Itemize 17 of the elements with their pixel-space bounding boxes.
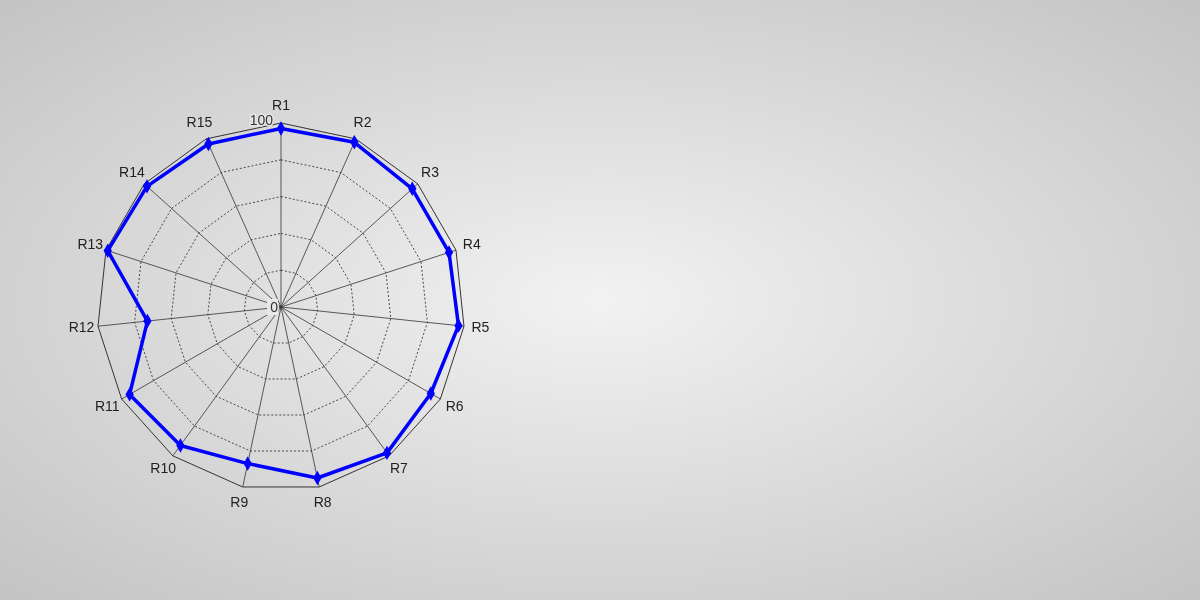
spoke-label: R5 xyxy=(471,318,490,335)
spoke-label: R4 xyxy=(462,235,481,252)
spoke-label: R14 xyxy=(119,163,146,180)
spoke-label: R3 xyxy=(421,163,440,180)
spoke-label: R6 xyxy=(445,397,464,414)
y-tick-label: 100 xyxy=(249,112,274,128)
spoke-label: R13 xyxy=(77,235,104,252)
spoke-label: R7 xyxy=(389,459,409,476)
spoke-label: R15 xyxy=(186,114,213,131)
spoke-label: R11 xyxy=(94,397,120,414)
spoke-label: R10 xyxy=(150,459,177,476)
spoke-label: R9 xyxy=(230,493,249,510)
spoke-label: R8 xyxy=(313,493,332,510)
y-tick-label: 0 xyxy=(270,299,279,315)
spoke-label: R1 xyxy=(272,97,291,114)
spoke-label: R2 xyxy=(353,114,372,131)
spoke-label: R12 xyxy=(68,318,95,335)
